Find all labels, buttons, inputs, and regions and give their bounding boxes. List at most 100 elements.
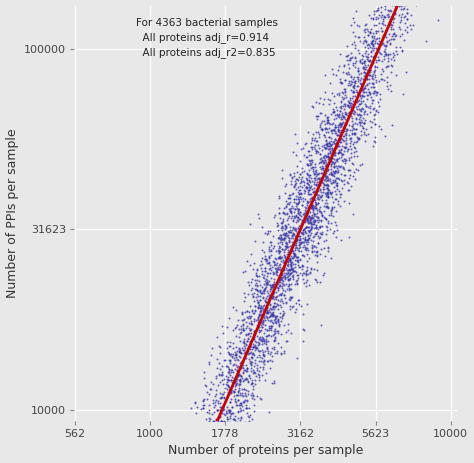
Point — [313, 267, 321, 274]
Point — [383, 37, 391, 44]
Point — [161, 424, 168, 432]
Point — [360, 52, 367, 59]
Point — [308, 203, 316, 210]
Point — [118, 424, 125, 432]
Point — [304, 201, 311, 208]
Point — [310, 169, 318, 177]
Point — [301, 228, 309, 235]
Point — [219, 401, 227, 408]
Point — [331, 130, 338, 137]
Point — [366, 109, 374, 116]
Point — [363, 25, 370, 33]
Point — [301, 188, 309, 195]
Point — [249, 343, 257, 350]
Point — [349, 160, 356, 168]
Point — [163, 424, 170, 432]
Point — [233, 366, 240, 374]
Point — [251, 285, 259, 293]
Point — [337, 120, 344, 127]
Point — [185, 424, 192, 432]
Point — [310, 204, 317, 212]
Point — [336, 187, 343, 194]
Point — [236, 359, 244, 367]
Point — [372, 120, 379, 128]
Point — [176, 424, 184, 432]
Point — [228, 378, 236, 386]
Point — [240, 386, 247, 393]
Point — [276, 235, 283, 242]
Point — [294, 275, 301, 282]
Point — [268, 294, 275, 302]
Point — [267, 251, 274, 259]
Point — [369, 0, 377, 6]
Point — [220, 424, 228, 432]
Point — [313, 248, 320, 256]
Point — [229, 303, 237, 310]
Point — [300, 230, 307, 238]
Point — [253, 353, 260, 361]
Point — [393, 0, 401, 6]
Point — [218, 418, 225, 425]
Point — [245, 281, 253, 288]
Point — [116, 424, 123, 432]
Point — [257, 307, 264, 314]
Point — [303, 184, 311, 192]
Point — [397, 5, 405, 13]
Point — [350, 131, 357, 138]
Point — [90, 424, 97, 432]
Point — [304, 198, 311, 206]
Point — [317, 279, 324, 286]
Point — [279, 298, 286, 305]
Point — [257, 318, 265, 325]
Point — [326, 225, 334, 232]
Point — [322, 203, 329, 210]
Point — [292, 206, 299, 213]
Point — [345, 109, 353, 117]
Point — [279, 281, 287, 288]
Point — [352, 166, 360, 173]
Point — [323, 202, 330, 209]
Point — [387, 56, 394, 63]
Point — [289, 216, 297, 224]
Point — [413, 0, 421, 6]
Point — [375, 49, 383, 56]
Point — [372, 44, 380, 51]
Point — [342, 110, 349, 118]
Point — [243, 375, 251, 382]
Point — [92, 424, 100, 432]
Point — [320, 202, 328, 209]
Point — [241, 344, 248, 352]
Point — [239, 424, 246, 432]
Point — [244, 331, 252, 338]
Point — [382, 0, 390, 6]
Point — [120, 424, 128, 432]
Point — [298, 266, 306, 273]
Point — [260, 357, 267, 364]
Point — [288, 249, 295, 256]
Point — [341, 159, 348, 167]
Point — [432, 0, 440, 6]
Point — [335, 163, 343, 170]
Point — [129, 424, 137, 432]
Point — [279, 235, 287, 242]
Point — [288, 265, 296, 272]
Point — [277, 236, 285, 244]
Point — [290, 208, 298, 215]
Point — [375, 45, 383, 53]
Point — [200, 424, 207, 432]
Point — [282, 222, 289, 230]
Point — [334, 197, 342, 205]
Point — [420, 0, 428, 6]
Point — [312, 166, 319, 174]
Point — [410, 0, 418, 6]
Point — [388, 0, 395, 6]
Point — [371, 133, 378, 140]
Point — [265, 299, 273, 306]
Point — [321, 175, 328, 182]
Point — [285, 200, 293, 207]
Point — [306, 214, 313, 222]
Point — [434, 17, 441, 24]
Point — [289, 260, 297, 268]
Point — [359, 85, 367, 93]
Point — [166, 424, 174, 432]
